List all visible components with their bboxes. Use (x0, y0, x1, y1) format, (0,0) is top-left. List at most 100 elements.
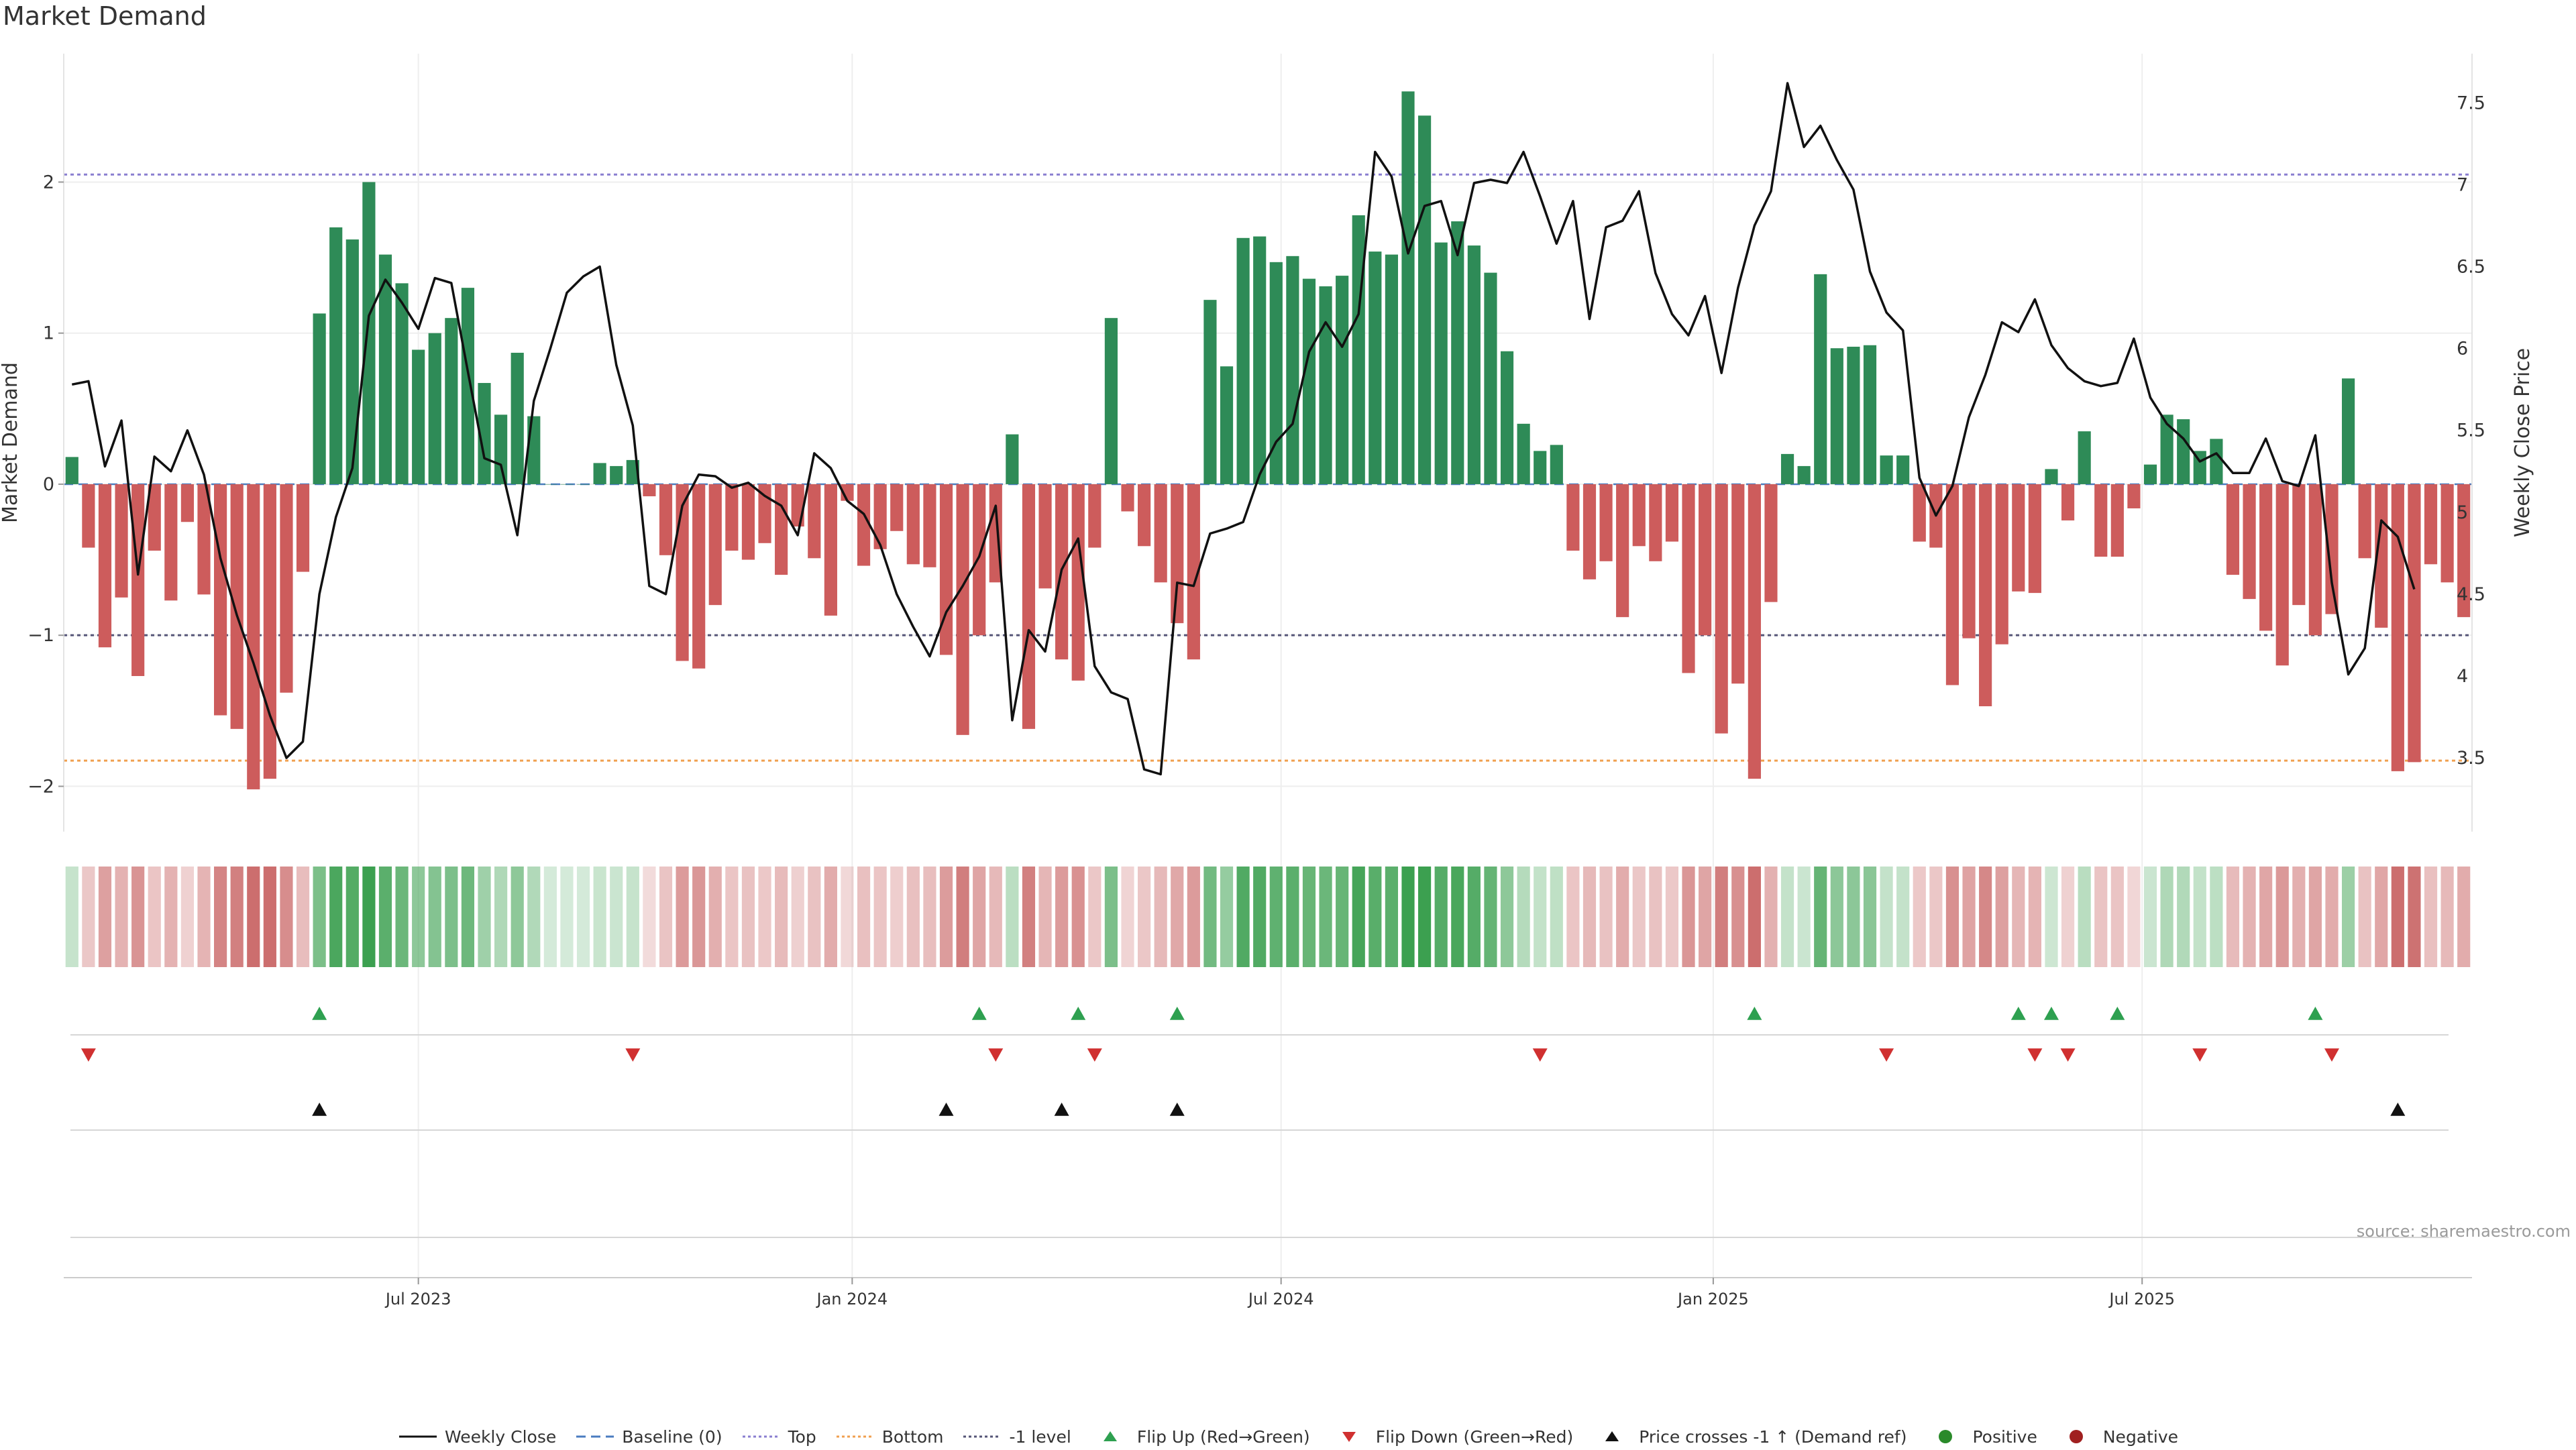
heat-cell (808, 867, 821, 967)
demand-bar (2127, 484, 2141, 508)
heat-cell (164, 867, 178, 967)
heat-cell (180, 867, 195, 967)
heat-cell (378, 867, 392, 967)
legend-item-flip-up: Flip Up (Red→Green) (1090, 1427, 1310, 1447)
demand-bar (1962, 484, 1976, 638)
heat-cell (1764, 867, 1778, 967)
heat-cell (2292, 867, 2306, 967)
heat-cell (1962, 867, 1976, 967)
demand-bar (1715, 484, 1728, 734)
demand-bar (1699, 484, 1712, 636)
demand-bar (494, 414, 508, 484)
flip-down-marker (988, 1048, 1004, 1062)
y2-axis-label: Weekly Close Price (2511, 348, 2534, 537)
demand-bar (247, 484, 260, 789)
heat-cell (511, 867, 524, 967)
demand-bar (131, 484, 145, 676)
demand-bar (214, 484, 227, 716)
heat-cell (1748, 867, 1761, 967)
heat-cell (1055, 867, 1069, 967)
demand-bar (2308, 484, 2322, 636)
demand-bar (1253, 236, 1267, 484)
legend-item-price-cross: Price crosses -1 ↑ (Demand ref) (1592, 1427, 1907, 1447)
flip-down-marker (2192, 1048, 2208, 1062)
demand-bar (1220, 366, 1234, 484)
legend-label: Negative (2102, 1427, 2179, 1447)
positive-swatch-icon (1939, 1430, 1953, 1443)
legend-label: Price crosses -1 ↑ (Demand ref) (1639, 1427, 1907, 1447)
heat-cell (1665, 867, 1679, 967)
demand-bar (164, 484, 178, 601)
heat-cell (345, 867, 359, 967)
heat-cell (1979, 867, 1992, 967)
demand-bar (1599, 484, 1613, 561)
demand-bar (1022, 484, 1036, 729)
demand-bar (1269, 262, 1283, 484)
demand-bar (576, 484, 590, 485)
demand-bar (1336, 276, 1349, 484)
demand-bar (1582, 484, 1597, 579)
heat-cell (775, 867, 788, 967)
demand-bar (956, 484, 969, 735)
demand-bar (1302, 278, 1316, 484)
heat-cell (2325, 867, 2339, 967)
demand-bar (197, 484, 211, 595)
heat-cell (593, 867, 606, 967)
legend-item-flip-down: Flip Down (Green→Red) (1329, 1427, 1574, 1447)
legend-label: Flip Down (Green→Red) (1375, 1427, 1574, 1447)
heat-cell (1945, 867, 1960, 967)
demand-bar (2160, 414, 2174, 484)
legend-label: Flip Up (Red→Green) (1136, 1427, 1310, 1447)
demand-bar (1830, 348, 1843, 484)
chart-legend: Weekly Close Baseline (0) Top Bottom -1 leve… (0, 1423, 2576, 1450)
heat-cell (2012, 867, 2025, 967)
heat-cell (2045, 867, 2058, 967)
heat-cell (791, 867, 804, 967)
heat-cell (2094, 867, 2108, 967)
demand-bar (1038, 484, 1052, 589)
y2-tick-label: 4.5 (2457, 584, 2485, 605)
heat-cell (2440, 867, 2454, 967)
flip-up-marker (971, 1007, 987, 1020)
demand-bar (313, 313, 326, 484)
heat-cell (2408, 867, 2421, 967)
demand-bar (775, 484, 788, 575)
x-tick-label: Jan 2025 (1676, 1290, 1749, 1308)
demand-bar (345, 239, 359, 484)
heat-cell (1649, 867, 1662, 967)
demand-bar (873, 484, 887, 549)
demand-bar (115, 484, 128, 598)
demand-bar (1467, 245, 1481, 484)
heat-cell (1253, 867, 1267, 967)
demand-bar (1352, 215, 1365, 484)
flip-down-marker (1879, 1048, 1894, 1062)
demand-bar (857, 484, 871, 566)
heat-cell (1187, 867, 1200, 967)
demand-bar (1484, 272, 1497, 484)
heat-cell (527, 867, 541, 967)
heat-cell (2375, 867, 2388, 967)
heat-cell (758, 867, 771, 967)
heat-cell (857, 867, 871, 967)
heat-cell (2226, 867, 2240, 967)
heat-cell (1022, 867, 1036, 967)
heat-cell (1599, 867, 1613, 967)
demand-bar (511, 352, 524, 484)
demand-bar (1286, 256, 1299, 484)
legend-item-negative: Negative (2056, 1427, 2178, 1447)
heat-cell (1731, 867, 1745, 967)
flip-up-swatch-icon (1103, 1431, 1117, 1441)
heat-cell (461, 867, 475, 967)
legend-label: Positive (1972, 1427, 2037, 1447)
demand-bar (939, 484, 953, 655)
heat-cell (2127, 867, 2141, 967)
demand-bar (725, 484, 739, 551)
demand-bar (973, 484, 986, 636)
y2-tick-label: 7.5 (2457, 93, 2485, 113)
legend-item-baseline: Baseline (0) (575, 1427, 722, 1447)
demand-bar (412, 349, 425, 484)
demand-bar (148, 484, 161, 551)
heat-cell (131, 867, 145, 967)
x-tick-label: Jan 2024 (816, 1290, 888, 1308)
